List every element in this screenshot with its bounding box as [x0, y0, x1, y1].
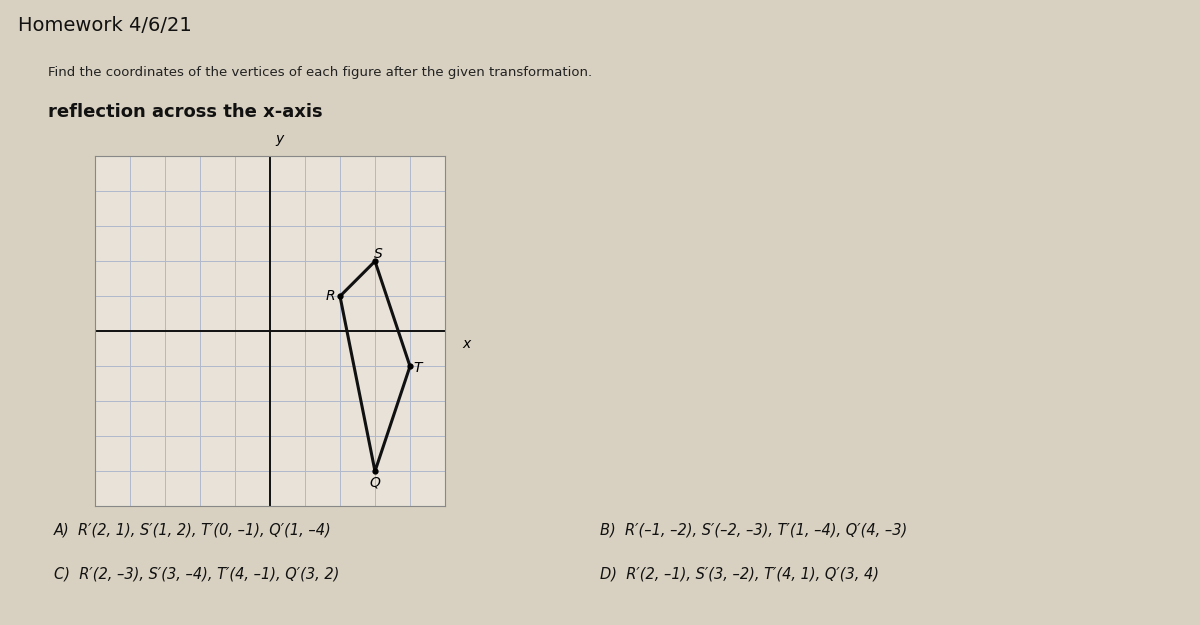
Text: y: y	[275, 132, 283, 146]
Text: reflection across the x-axis: reflection across the x-axis	[48, 103, 323, 121]
Text: x: x	[462, 336, 470, 351]
Text: Find the coordinates of the vertices of each figure after the given transformati: Find the coordinates of the vertices of …	[48, 66, 592, 79]
Text: T: T	[414, 361, 422, 375]
Text: A)  R′(2, 1), S′(1, 2), T′(0, –1), Q′(1, –4): A) R′(2, 1), S′(1, 2), T′(0, –1), Q′(1, …	[54, 522, 331, 538]
Text: R: R	[325, 289, 335, 303]
Text: C)  R′(2, –3), S′(3, –4), T′(4, –1), Q′(3, 2): C) R′(2, –3), S′(3, –4), T′(4, –1), Q′(3…	[54, 566, 340, 581]
Text: B)  R′(–1, –2), S′(–2, –3), T′(1, –4), Q′(4, –3): B) R′(–1, –2), S′(–2, –3), T′(1, –4), Q′…	[600, 522, 907, 538]
Text: Homework 4/6/21: Homework 4/6/21	[18, 16, 192, 34]
Text: D)  R′(2, –1), S′(3, –2), T′(4, 1), Q′(3, 4): D) R′(2, –1), S′(3, –2), T′(4, 1), Q′(3,…	[600, 566, 878, 581]
Text: Q: Q	[370, 476, 380, 489]
Text: S: S	[374, 246, 383, 261]
